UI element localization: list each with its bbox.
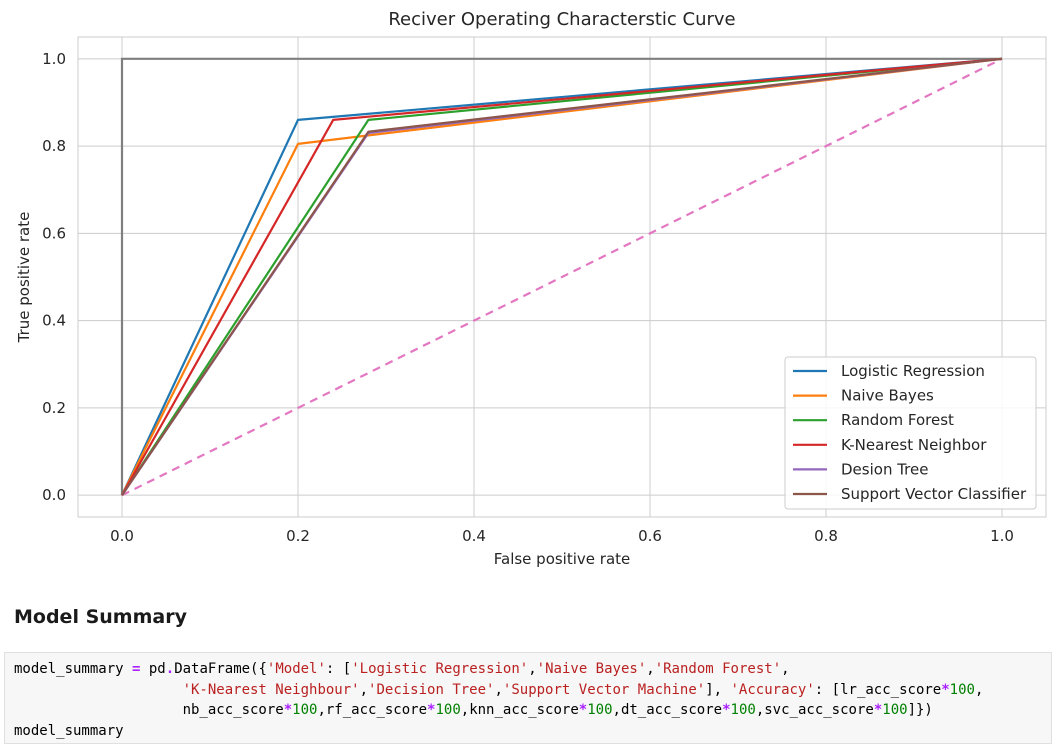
random-guess-line bbox=[121, 57, 1003, 497]
y-axis-label: True positive rate bbox=[15, 212, 33, 344]
code-token: 'Logistic Regression' bbox=[351, 661, 529, 677]
x-tick-label: 0.2 bbox=[286, 527, 310, 545]
code-token: * bbox=[873, 702, 883, 718]
x-tick-label: 0.4 bbox=[462, 527, 486, 545]
code-token: , bbox=[494, 681, 503, 698]
legend-label: Random Forest bbox=[841, 411, 954, 429]
code-token: 'Accuracy' bbox=[730, 681, 815, 698]
code-token: 100 bbox=[587, 702, 613, 718]
model-summary-heading: Model Summary bbox=[14, 606, 187, 628]
code-token: , bbox=[781, 661, 790, 677]
code-token: model_summary bbox=[14, 722, 124, 739]
code-token: : [ bbox=[325, 661, 352, 677]
code-token: nb_acc_score bbox=[14, 702, 284, 718]
code-token: , bbox=[528, 661, 537, 677]
roc-chart-svg: 0.0 0.2 0.4 0.6 0.8 1.0 0.0 0.2 0.4 0.6 0.8 1.0 Reci… bbox=[15, 9, 1047, 568]
legend-label: Support Vector Classifier bbox=[841, 485, 1027, 503]
y-tick-label: 0.0 bbox=[42, 486, 66, 504]
code-token: ], bbox=[705, 681, 731, 698]
x-tick-label: 1.0 bbox=[990, 527, 1014, 545]
y-tick-label: 1.0 bbox=[42, 50, 66, 68]
y-tick-label: 0.2 bbox=[42, 399, 66, 417]
code-line: model_summary = pd.DataFrame({'Model': [… bbox=[14, 661, 790, 677]
code-line: 'K-Nearest Neighbour','Decision Tree','S… bbox=[14, 681, 984, 698]
code-token bbox=[14, 682, 183, 698]
roc-chart: 0.0 0.2 0.4 0.6 0.8 1.0 0.0 0.2 0.4 0.6 0.8 1.0 Reci… bbox=[15, 9, 1047, 568]
code-token: 'Random Forest' bbox=[654, 661, 782, 677]
code-token: * bbox=[283, 702, 293, 718]
code-line: model_summary bbox=[14, 723, 124, 739]
code-token: 100 bbox=[882, 702, 908, 718]
code-token: 100 bbox=[292, 702, 318, 718]
chart-title: Reciver Operating Characterstic Curve bbox=[388, 9, 735, 30]
legend-box bbox=[784, 356, 1037, 510]
x-tick-label: 0.6 bbox=[638, 527, 662, 545]
code-token: * bbox=[578, 702, 588, 718]
code-token: , bbox=[359, 681, 369, 698]
code-token: . bbox=[165, 661, 175, 677]
code-token: model_summary bbox=[14, 661, 133, 677]
y-tick-label: 0.4 bbox=[42, 312, 66, 330]
code-token: ,dt_acc_score bbox=[612, 702, 723, 718]
code-token: DataFrame({ bbox=[174, 661, 267, 677]
code-token: pd bbox=[140, 661, 166, 677]
legend-label: Desion Tree bbox=[841, 460, 928, 478]
code-token: ,knn_acc_score bbox=[460, 702, 579, 718]
code-token: , bbox=[646, 661, 655, 677]
code-line: nb_acc_score*100,rf_acc_score*100,knn_ac… bbox=[14, 702, 933, 718]
code-token: 100 bbox=[435, 702, 461, 718]
code-token: ,rf_acc_score bbox=[317, 702, 428, 718]
code-token: 100 bbox=[730, 702, 756, 718]
code-token: * bbox=[941, 681, 950, 698]
legend-label: Naive Bayes bbox=[841, 387, 934, 405]
code-token: : [lr_acc_score bbox=[814, 681, 942, 698]
x-tick-label: 0.8 bbox=[814, 527, 838, 545]
code-token: = bbox=[132, 661, 141, 677]
code-token: 'Decision Tree' bbox=[368, 681, 495, 698]
roc-series-line bbox=[121, 57, 1003, 496]
roc-series-line bbox=[121, 57, 1003, 496]
code-token: 'Naive Bayes' bbox=[536, 661, 647, 677]
code-token: , bbox=[974, 681, 984, 698]
code-token: ]}) bbox=[907, 702, 933, 718]
code-token: 'Support Vector Machine' bbox=[502, 681, 706, 698]
code-editor[interactable]: model_summary = pd.DataFrame({'Model': [… bbox=[5, 653, 1051, 741]
code-token: 'Model' bbox=[266, 661, 326, 677]
code-token: * bbox=[722, 702, 731, 718]
y-tick-label: 0.8 bbox=[42, 137, 66, 155]
x-axis-label: False positive rate bbox=[494, 550, 631, 568]
code-token: 'K-Nearest Neighbour' bbox=[182, 681, 360, 698]
perfect-classifier-line bbox=[120, 57, 1002, 496]
code-token: 100 bbox=[949, 681, 975, 698]
y-tick-label: 0.6 bbox=[42, 224, 66, 242]
legend-label: K-Nearest Neighbor bbox=[841, 436, 987, 454]
legend-label: Logistic Regression bbox=[841, 362, 985, 380]
code-token: ,svc_acc_score bbox=[755, 702, 874, 718]
x-tick-label: 0.0 bbox=[110, 527, 134, 545]
code-token: * bbox=[427, 702, 436, 718]
code-cell[interactable]: model_summary = pd.DataFrame({'Model': [… bbox=[4, 652, 1052, 744]
